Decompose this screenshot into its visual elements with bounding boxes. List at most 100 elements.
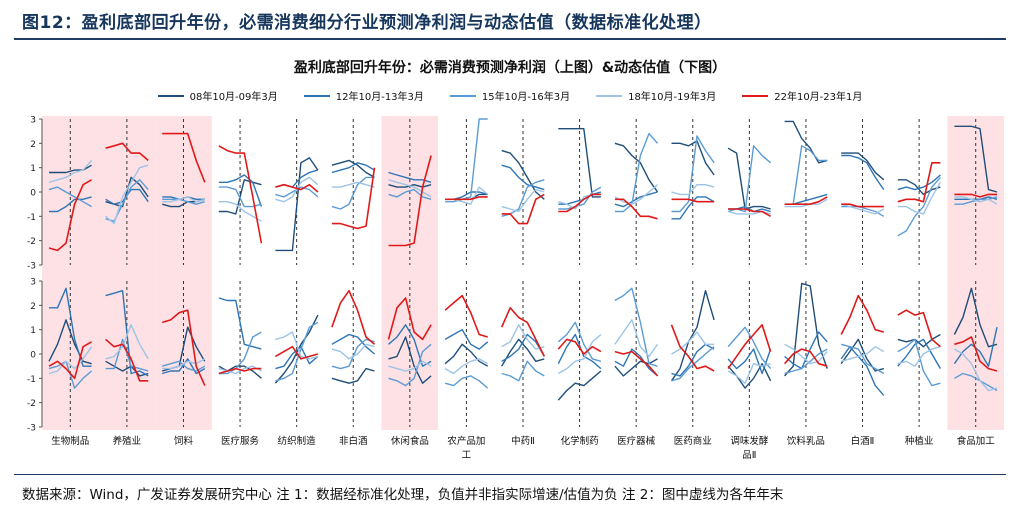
series-line [614, 350, 659, 377]
chart-canvas: 3 2 1 0 -1 -2 -3 3 2 1 0 -1 -2 -3 生物制品 养殖业 饲料 医疗服务 纺织制造 非白酒… [27, 116, 1004, 461]
series-line [614, 142, 659, 193]
series-line [841, 154, 885, 191]
legend-label-1: 08年10月-09年3月 [189, 92, 278, 103]
series-line [501, 164, 545, 191]
series-line [331, 343, 375, 360]
series-line [614, 191, 658, 208]
series-line [954, 196, 998, 205]
series-line [840, 338, 884, 372]
series-line [671, 346, 715, 382]
series-line [501, 360, 545, 382]
series-line [954, 372, 998, 392]
series-line [105, 324, 149, 360]
series-line [162, 198, 205, 205]
series-line [784, 120, 828, 164]
legend-item: 22年10月-23年1月 [742, 88, 862, 103]
series-line [275, 331, 319, 360]
series-line [841, 152, 885, 181]
series-line [840, 346, 885, 396]
series-line [105, 290, 149, 377]
series-line [162, 358, 206, 370]
series-line [614, 358, 658, 377]
category-label: 品Ⅱ [742, 450, 756, 461]
series-line [727, 323, 772, 370]
series-line [501, 188, 545, 213]
series-line [105, 360, 149, 377]
y-tick-label: -1 [27, 213, 36, 223]
series-line [162, 132, 206, 183]
series-line [500, 306, 546, 357]
series-line [218, 200, 262, 222]
series-line [105, 179, 149, 222]
series-line [557, 333, 602, 375]
legend-swatch-3 [449, 94, 476, 97]
category-label: 饲料 [174, 435, 194, 447]
series-line [557, 321, 602, 362]
legend-label-4: 18年10月-19年3月 [628, 92, 717, 103]
series-line [161, 309, 206, 386]
figure-title: 图12：盈利底部回升年份，必需消费细分行业预测净利润与动态估值（数据标准化处理） [22, 13, 712, 33]
legend-swatch-4 [596, 94, 623, 97]
series-line [897, 179, 941, 196]
series-line [218, 331, 262, 375]
series-line [331, 159, 375, 179]
category-label: 工 [462, 450, 472, 461]
series-line [784, 343, 828, 365]
series-line [48, 179, 92, 252]
chart-legend: 08年10月-09年3月 12年10月-13年3月 15年10月-16年3月 1… [0, 88, 1020, 103]
y-tick-label: 2 [30, 140, 36, 150]
series-line [727, 348, 772, 375]
legend-label-2: 12年10月-13年3月 [335, 92, 424, 103]
category-label: 调味发酵 [730, 435, 769, 447]
series-line [671, 343, 715, 377]
series-line [558, 193, 601, 213]
series-line [897, 181, 942, 215]
series-line [728, 208, 771, 217]
category-label: 医药商业 [674, 435, 712, 447]
series-line [897, 338, 941, 387]
series-line [784, 282, 828, 377]
series-line [954, 348, 998, 392]
series-line [841, 346, 885, 362]
category-label: 医疗器械 [617, 435, 656, 447]
series-line [557, 333, 602, 370]
category-label: 休闲食品 [391, 435, 429, 447]
series-line [897, 162, 941, 203]
series-line [275, 183, 319, 193]
series-line [331, 333, 375, 355]
series-line [48, 360, 93, 389]
series-line [275, 321, 319, 382]
series-line [784, 196, 828, 205]
series-line [954, 193, 997, 198]
series-line [897, 174, 941, 191]
source-note: 数据来源：Wind，广发证券发展研究中心 注 1：数据经标准化处理，负值并非指实… [22, 487, 784, 503]
series-line [671, 183, 715, 196]
y-tick-label: 0 [30, 351, 36, 361]
series-line [331, 367, 375, 384]
y-tick-label: -2 [27, 399, 36, 409]
legend-label-3: 15年10月-16年3月 [481, 92, 571, 103]
series-line [275, 345, 319, 360]
y-tick-label: 1 [30, 326, 36, 336]
legend-label-5: 22年10月-23年1月 [774, 92, 863, 103]
series-line [671, 140, 715, 176]
category-label: 饮料乳品 [787, 435, 825, 447]
y-tick-label: -3 [27, 262, 36, 272]
series-line [614, 184, 658, 205]
series-line [727, 147, 771, 210]
series-line [105, 142, 149, 162]
series-line [275, 346, 319, 370]
series-line [48, 319, 92, 365]
series-line [49, 287, 92, 367]
series-line [897, 346, 941, 367]
title-rule [14, 38, 1006, 40]
category-label: 生物制品 [51, 435, 89, 447]
series-line [48, 346, 93, 375]
series-line [162, 196, 205, 203]
series-line [501, 149, 545, 200]
series-line [558, 186, 602, 210]
series-line [501, 338, 545, 367]
series-line [218, 297, 262, 350]
y-tick-label: -2 [27, 237, 36, 247]
series-line [897, 338, 942, 369]
